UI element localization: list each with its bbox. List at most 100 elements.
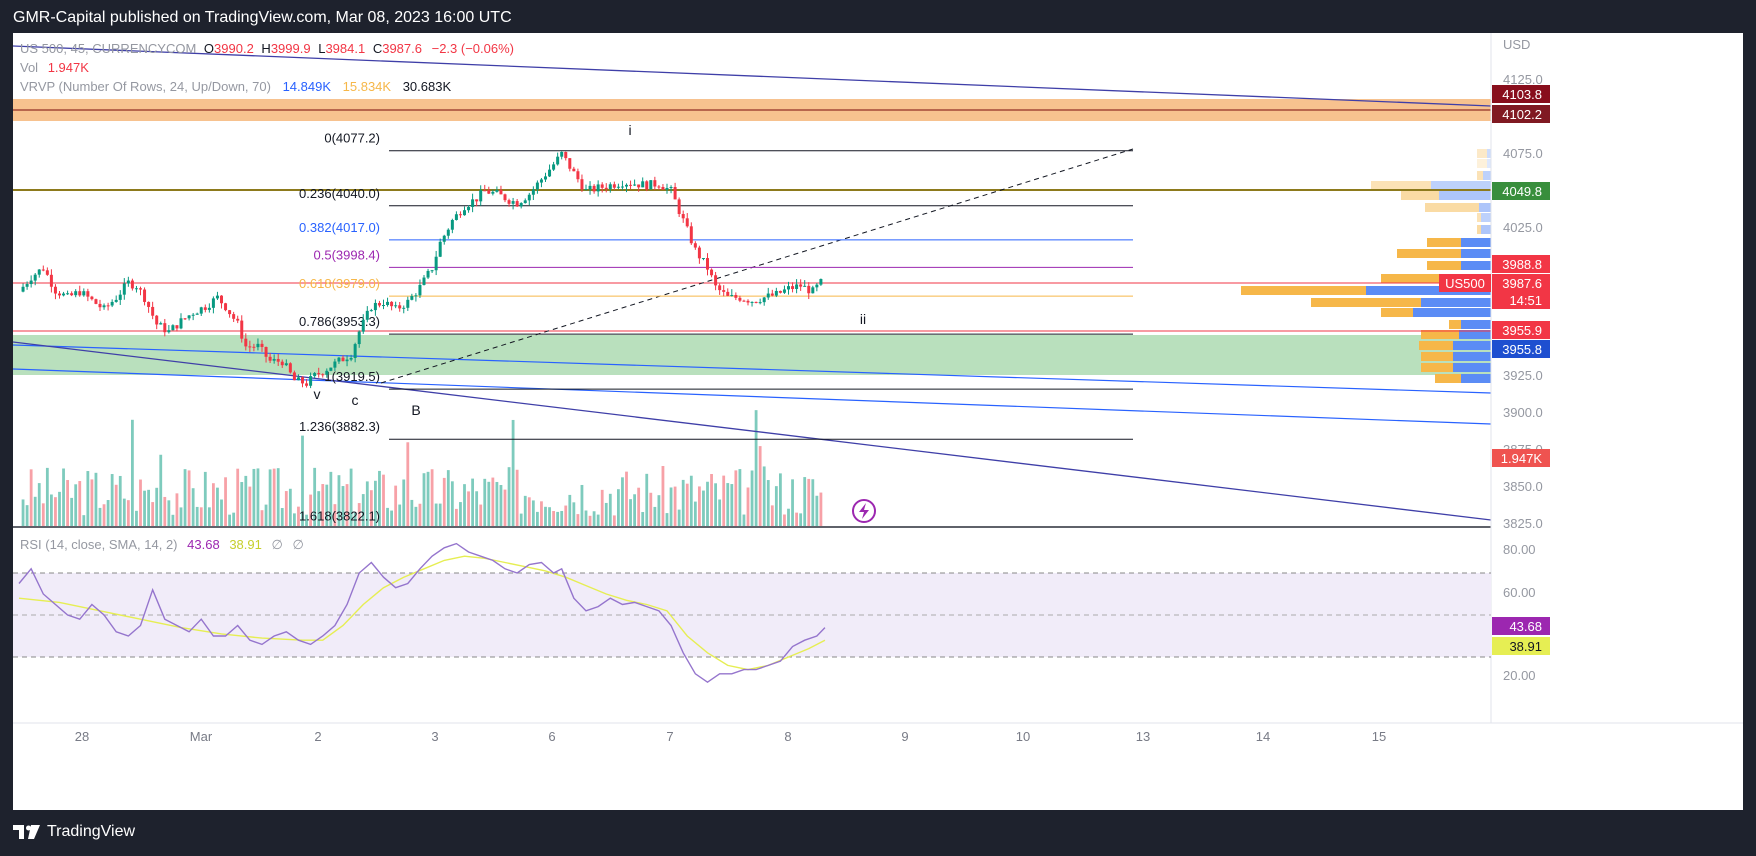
vrvp-up-bar [1453,352,1491,361]
candle-body [317,373,321,375]
candle-body [604,187,608,189]
wave-label: v [314,386,321,402]
volume-bar [633,494,636,526]
volume-bar [122,498,126,526]
chart-panel[interactable]: 0(4077.2) 0.236(4040.0) 0.382(4017.0) 0.5(3… [13,33,1743,810]
volume-bar [54,497,57,526]
volume-bar [195,506,199,526]
candle-body [819,279,823,285]
candle-body [750,301,754,303]
wave-label: i [628,122,631,138]
legend-symbol: US 500, 45, CURRENCYCOM [20,41,196,56]
volume-bar [207,507,211,526]
volume-bar [297,506,300,526]
vrvp-up-bar [1483,171,1491,180]
volume-bar [698,486,701,526]
candle-body [746,300,750,303]
candle-body [689,226,693,244]
vrvp-down-bar [1381,274,1461,283]
volume-bar [325,484,329,526]
price-tag-label: 4049.8 [1502,184,1542,199]
volume-bar [232,512,236,526]
candle-body [394,305,398,307]
candle-body [730,295,734,297]
rsi-tag [1492,617,1550,635]
vrvp-down-bar [1381,308,1413,317]
candle-body [467,206,471,211]
candle-body [649,180,653,190]
support-trendline [13,341,1491,521]
candle-body [483,190,487,192]
candle-body [78,291,82,296]
volume-profile [1241,149,1491,383]
candle-body [774,290,778,296]
replay-icon[interactable] [852,499,876,523]
candle-body [596,184,600,192]
time-label: Mar [190,729,213,744]
candle-body [661,186,665,190]
volume-bar [471,478,474,526]
legend-vol-label: Vol [20,60,38,75]
price-tag-label: 4103.8 [1502,87,1542,102]
candle-body [450,219,454,230]
volume-bar [815,495,819,526]
candle-body [284,363,288,366]
price-tag [1492,255,1550,273]
vrvp-up-bar [1453,363,1491,372]
volume-bar [706,481,709,526]
chart-svg[interactable]: 0(4077.2) 0.236(4040.0) 0.382(4017.0) 0.5(3… [13,33,1743,810]
candle-body [70,293,74,296]
candle-body [187,315,191,319]
legend-high: 3999.9 [271,41,311,56]
candle-body [710,269,714,276]
volume-bar [216,487,219,526]
price-tag-label: 3955.9 [1502,323,1542,338]
vrvp-down-bar [1427,261,1461,270]
volume-bar [783,514,786,526]
vrvp-up-bar [1413,308,1491,317]
candle-body [620,186,624,188]
rsi-tick-label: 80.00 [1503,542,1536,557]
volume-bar [475,491,479,526]
channel-line-upper [13,344,1491,394]
candle-body [580,179,584,190]
candle-body [94,299,98,304]
volume-bar [410,499,414,526]
price-axis[interactable]: USD 4125.04075.04025.03925.03900.03875.0… [1439,37,1550,683]
candle-body [726,291,730,296]
candle-body [762,297,766,303]
wave-label: c [352,392,359,408]
candle-body [288,363,292,373]
vrvp-up-bar [1461,249,1491,258]
symbol-tag-label: US500 [1445,276,1485,291]
candle-body [220,295,223,304]
candle-body [341,357,345,362]
time-axis[interactable]: 28 Mar 2 3 6 7 8 9 10 13 14 15 [75,729,1386,744]
volume-bar [212,483,215,526]
candle-body [446,229,450,236]
volume-bar [175,493,179,526]
candle-body [191,314,195,316]
candle-body [45,270,49,275]
price-tick-label: 3850.0 [1503,479,1543,494]
vrvp-down-bar [1421,330,1459,339]
volume-bar [345,484,349,526]
volume-bar [608,493,612,526]
candle-body [236,318,240,321]
candle-body [353,344,357,358]
volume-bar [317,491,321,526]
candle-body [207,307,211,310]
volume-bar [584,510,588,526]
volume-bar [390,510,393,526]
legend-open: 3990.2 [214,41,254,56]
vrvp-down-bar [1449,320,1461,329]
price-tag-label: 1.947K [1501,451,1543,466]
candle-body [264,346,268,357]
volume-bar [29,469,33,526]
volume-bar [374,480,377,526]
candle-body [600,184,604,188]
volume-bar [807,478,811,526]
vrvp-down-bar [1371,181,1431,190]
price-tag [1492,105,1550,123]
